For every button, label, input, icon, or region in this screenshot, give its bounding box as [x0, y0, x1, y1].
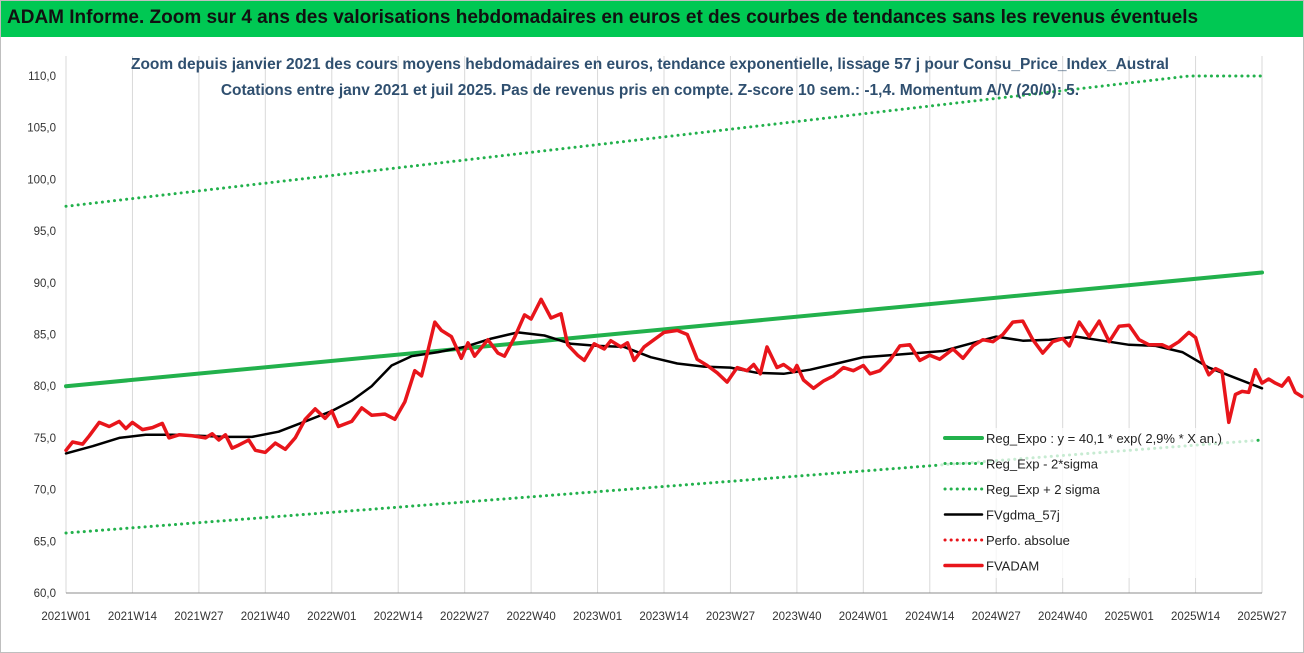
x-tick-label: 2023W01	[573, 611, 622, 623]
fvadam-line	[64, 297, 1304, 455]
legend: Reg_Expo : y = 40,1 * exp( 2,9% * X an.)…	[938, 428, 1256, 578]
y-tick-label: 100,0	[27, 174, 56, 186]
legend-item-reg-expo-label: Reg_Expo : y = 40,1 * exp( 2,9% * X an.)	[986, 431, 1222, 446]
x-tick-label: 2024W01	[839, 611, 888, 623]
x-tick-label: 2021W40	[241, 611, 290, 623]
legend-item-fvgdma-label: FVgdma_57j	[986, 508, 1060, 523]
reg-expo-line	[64, 270, 1264, 389]
y-tick-label: 80,0	[34, 381, 56, 393]
x-tick-label: 2024W14	[905, 611, 955, 623]
x-tick-label: 2021W01	[41, 611, 90, 623]
x-tick-label: 2024W40	[1038, 611, 1087, 623]
y-tick-label: 65,0	[34, 536, 56, 548]
x-tick-label: 2021W14	[108, 611, 158, 623]
y-tick-label: 75,0	[34, 433, 56, 445]
legend-item-reg-exp-plus-label: Reg_Exp + 2 sigma	[986, 482, 1101, 497]
x-tick-label: 2022W01	[307, 611, 356, 623]
banner-underline	[1, 35, 1303, 37]
report-banner-title: ADAM Informe. Zoom sur 4 ans des valoris…	[1, 1, 1303, 35]
y-tick-label: 90,0	[34, 278, 56, 290]
y-tick-label: 70,0	[34, 485, 56, 497]
y-tick-label: 110,0	[28, 71, 56, 83]
y-tick-label: 95,0	[34, 226, 56, 238]
x-tick-label: 2025W01	[1104, 611, 1153, 623]
x-tick-label: 2021W27	[174, 611, 223, 623]
x-tick-label: 2022W27	[440, 611, 489, 623]
y-tick-label: 85,0	[34, 330, 56, 342]
x-tick-label: 2022W14	[374, 611, 424, 623]
x-tick-label: 2023W27	[706, 611, 755, 623]
x-tick-label: 2024W27	[972, 611, 1021, 623]
legend-item-reg-exp-minus-label: Reg_Exp - 2*sigma	[986, 457, 1099, 472]
y-tick-label: 60,0	[34, 588, 56, 600]
x-tick-label: 2023W40	[772, 611, 821, 623]
x-axis: 2021W01 2021W14 2021W27 2021W40 2022W01 2022W…	[41, 611, 1286, 623]
legend-item-perfo-absolue-label: Perfo. absolue	[986, 533, 1070, 548]
x-tick-label: 2022W40	[506, 611, 555, 623]
chart-title-line2: Cotations entre janv 2021 et juil 2025. …	[221, 82, 1079, 99]
reg-exp-plus-2sigma-line	[64, 74, 1264, 208]
y-axis: 60,0 65,0 70,0 75,0 80,0 85,0 90,0 95,0 100,0 105…	[27, 71, 56, 600]
legend-item-fvadam-label: FVADAM	[986, 559, 1039, 574]
x-tick-label: 2025W14	[1171, 611, 1221, 623]
y-tick-label: 105,0	[27, 123, 56, 135]
chart-title-line1: Zoom depuis janvier 2021 des cours moyen…	[131, 56, 1169, 73]
x-tick-label: 2023W14	[639, 611, 689, 623]
legend-background	[938, 428, 1256, 578]
x-tick-label: 2025W27	[1237, 611, 1286, 623]
grid-lines	[65, 56, 1263, 593]
